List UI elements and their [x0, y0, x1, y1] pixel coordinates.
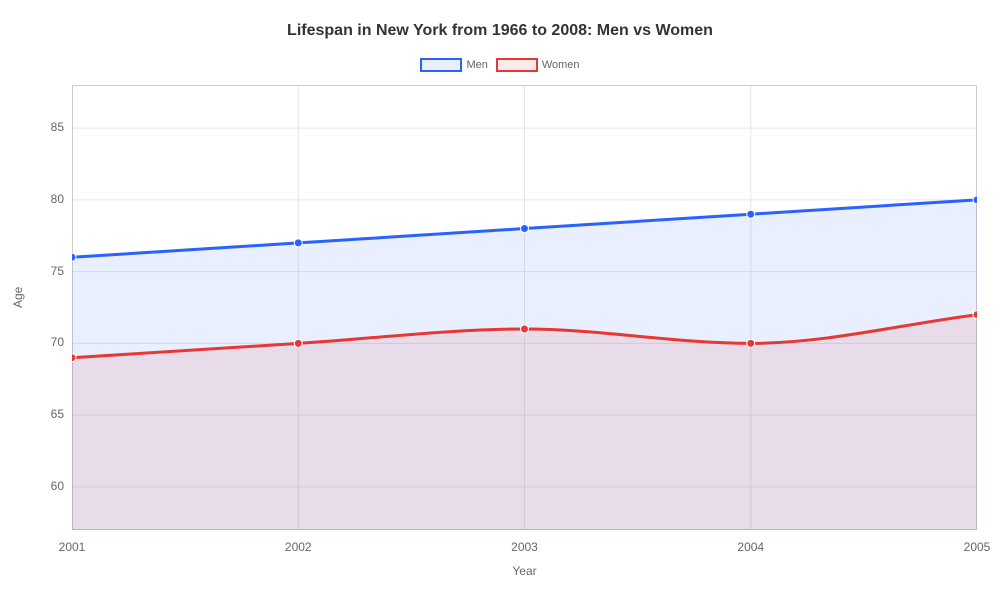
y-tick-label: 80	[51, 192, 64, 206]
y-tick-label: 65	[51, 407, 64, 421]
x-tick-label: 2002	[285, 540, 312, 554]
legend-label: Men	[466, 59, 487, 71]
legend-item[interactable]: Women	[496, 58, 580, 72]
y-tick-label: 75	[51, 264, 64, 278]
x-tick-label: 2003	[511, 540, 538, 554]
legend-swatch	[496, 58, 538, 72]
x-tick-label: 2004	[737, 540, 764, 554]
chart-svg	[72, 85, 977, 530]
chart-title: Lifespan in New York from 1966 to 2008: …	[0, 22, 1000, 40]
plot-area	[72, 85, 977, 530]
legend-label: Women	[542, 59, 580, 71]
y-tick-label: 70	[51, 335, 64, 349]
legend: Men Women	[0, 58, 1000, 72]
y-tick-label: 60	[51, 479, 64, 493]
legend-item[interactable]: Men	[420, 58, 487, 72]
x-tick-label: 2001	[59, 540, 86, 554]
y-axis-label: Age	[11, 286, 25, 307]
legend-swatch	[420, 58, 462, 72]
y-tick-label: 85	[51, 120, 64, 134]
x-axis-label: Year	[512, 564, 536, 578]
x-tick-label: 2005	[964, 540, 991, 554]
